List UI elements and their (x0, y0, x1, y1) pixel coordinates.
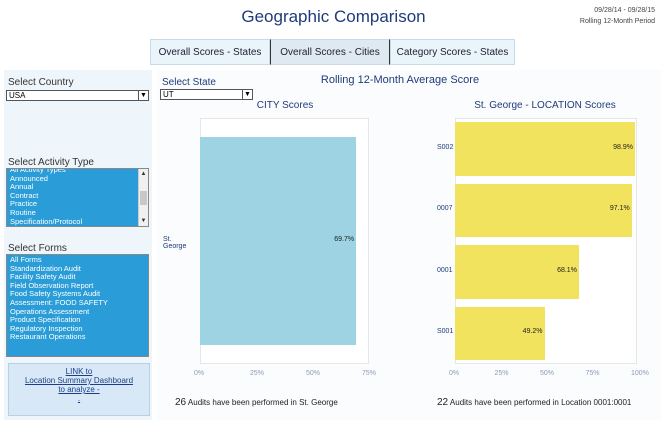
chart-bar[interactable] (455, 306, 545, 360)
date-range-text: 09/28/14 - 09/28/15 (594, 7, 655, 14)
forms-option[interactable]: Food Safety Systems Audit (10, 289, 101, 299)
data-label: 98.9% (613, 143, 633, 151)
x-tick-label: 75% (585, 370, 600, 377)
activity-option[interactable]: Specification/Protocol (10, 216, 83, 226)
forms-option[interactable]: All Forms (10, 255, 42, 264)
category-label: 0007 (437, 205, 453, 213)
x-tick-label: 75% (362, 370, 377, 377)
country-label: Select Country (8, 77, 74, 88)
forms-option[interactable]: Field Observation Report (10, 280, 94, 290)
location-chart-title: St. George - LOCATION Scores (474, 100, 616, 111)
link-line-2[interactable]: Location Summary Dashboard (24, 376, 134, 385)
forms-option[interactable]: Facility Safety Audit (10, 272, 76, 282)
state-select[interactable]: UT ▼ (160, 89, 253, 100)
chart-bar[interactable] (455, 183, 632, 237)
category-label: S001 (437, 328, 454, 336)
chevron-down-icon[interactable]: ▼ (138, 91, 148, 100)
activity-option[interactable]: Contract (10, 190, 39, 200)
x-tick-label: 25% (250, 370, 265, 377)
activity-scrollbar[interactable]: ▲ ▼ (138, 169, 148, 226)
scroll-down-icon[interactable]: ▼ (140, 218, 147, 224)
activity-option[interactable]: Practice (10, 199, 38, 209)
x-tick-label: 100% (631, 370, 649, 377)
city-audit-count: 26 (175, 397, 187, 408)
link-line-1[interactable]: LINK to (65, 367, 93, 376)
city-audit-text: Audits have been performed in St. George (187, 398, 338, 407)
chart-bar[interactable] (455, 122, 635, 176)
x-tick-label: 25% (494, 370, 509, 377)
forms-listbox[interactable]: All Forms Standardization Audit Facility S… (6, 254, 149, 357)
location-audit-text: Audits have been performed in Location 0… (449, 398, 632, 407)
data-label: 97.1% (609, 205, 630, 213)
filter-panel (4, 70, 152, 420)
activity-type-listbox[interactable]: All Activity Types Announced Annual Contrac… (6, 168, 149, 227)
forms-option[interactable]: Assessment: FOOD SAFETY (10, 297, 108, 307)
link-line-3[interactable]: to analyze - (58, 385, 100, 394)
activity-option[interactable]: Announced (10, 173, 48, 183)
scroll-up-icon[interactable]: ▲ (140, 171, 147, 177)
forms-option[interactable]: Regulatory Inspection (10, 323, 83, 333)
data-label: 69.7% (334, 236, 355, 243)
period-text: Rolling 12-Month Period (579, 18, 655, 25)
category-label: S002 (437, 143, 454, 151)
chevron-down-icon[interactable]: ▼ (242, 90, 252, 99)
forms-option[interactable]: Standardization Audit (10, 263, 81, 273)
city-chart-title: CITY Scores (256, 100, 314, 111)
tab-overall-states[interactable]: Overall Scores - States (150, 39, 270, 65)
chart-bar[interactable] (455, 245, 579, 299)
category-label: St. George (163, 236, 187, 250)
page-title: Geographic Comparison (241, 7, 426, 26)
chart-bar[interactable] (200, 137, 357, 345)
date-range-info: 09/28/14 - 09/28/15 Rolling 12-Month Per… (580, 5, 655, 27)
activity-option[interactable]: Annual (10, 182, 34, 192)
tab-category-states[interactable]: Category Scores - States (390, 39, 515, 65)
country-select-value: USA (9, 91, 26, 100)
location-footer: 22 Audits have been performed in Locatio… (437, 397, 631, 408)
location-summary-link[interactable]: LINK to Location Summary Dashboard to an… (8, 363, 150, 416)
forms-option[interactable]: Operations Assessment (10, 306, 90, 316)
main-title: Rolling 12-Month Average Score (320, 74, 480, 86)
data-label: 49.2% (522, 328, 543, 336)
activity-option[interactable]: All Activity Types (10, 168, 66, 174)
x-tick-label: 50% (540, 370, 555, 377)
tab-bar: Overall Scores - States Overall Scores -… (150, 39, 515, 65)
country-select[interactable]: USA ▼ (6, 90, 149, 101)
location-audit-count: 22 (437, 397, 449, 408)
activity-type-label: Select Activity Type (8, 157, 94, 168)
scroll-thumb[interactable] (140, 191, 147, 205)
link-line-4[interactable]: . (77, 394, 81, 403)
category-label: 0001 (437, 266, 453, 274)
city-footer: 26 Audits have been performed in St. Geo… (175, 397, 338, 408)
state-select-value: UT (163, 90, 174, 99)
tab-overall-cities[interactable]: Overall Scores - Cities (270, 39, 390, 65)
x-tick-label: 0% (449, 370, 460, 377)
activity-option[interactable]: Routine (10, 207, 36, 217)
forms-label: Select Forms (8, 243, 67, 254)
data-label: 68.1% (557, 266, 577, 274)
state-label: Select State (162, 77, 216, 88)
forms-option[interactable]: Restaurant Operations (10, 332, 86, 342)
x-tick-label: 0% (194, 370, 205, 377)
x-tick-label: 50% (306, 370, 321, 377)
forms-option[interactable]: Product Specification (10, 315, 81, 325)
